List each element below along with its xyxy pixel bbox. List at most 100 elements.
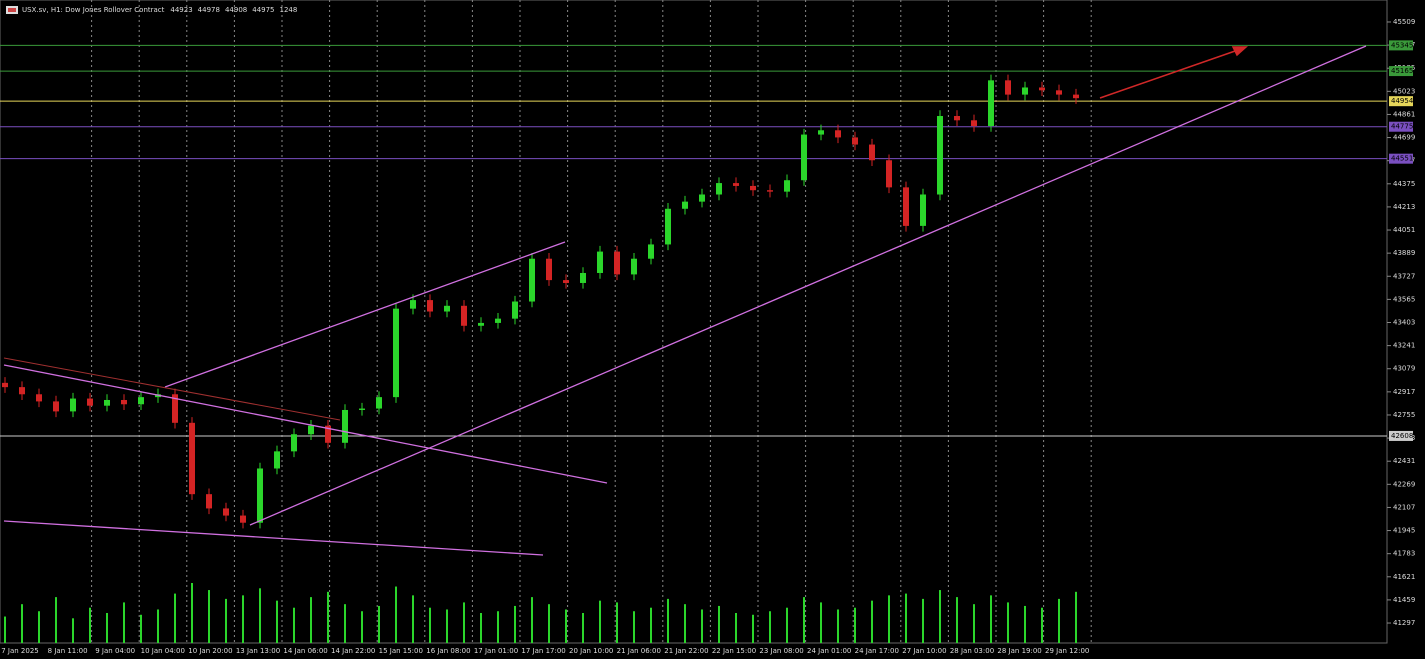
quote-value: 44978 [198, 6, 220, 14]
volume-bar [1007, 602, 1009, 643]
volume-bar [174, 593, 176, 643]
x-tick-label: 10 Jan 20:00 [188, 647, 232, 655]
y-tick-label: 41459 [1393, 596, 1415, 604]
volume-bar [208, 590, 210, 643]
candle-body [291, 434, 297, 452]
candle-body [716, 183, 722, 195]
volume-bar [650, 607, 652, 643]
x-tick-label: 28 Jan 19:00 [997, 647, 1041, 655]
candle-body [478, 322, 484, 326]
x-tick-label: 17 Jan 17:00 [521, 647, 565, 655]
candle-body [206, 494, 212, 509]
y-tick-label: 44375 [1393, 180, 1415, 188]
y-tick-label: 45023 [1393, 87, 1415, 95]
x-tick-label: 27 Jan 10:00 [902, 647, 946, 655]
chart-title: USX.sv, H1: Dow Jones Rollover Contract [22, 6, 165, 14]
volume-bar [684, 604, 686, 643]
quote: 44923 44978 44908 44975 1248 [170, 6, 297, 14]
level-label-box [1389, 40, 1413, 51]
candle-body [546, 258, 552, 281]
volume-bar [276, 600, 278, 643]
y-tick-label: 44213 [1393, 203, 1415, 211]
volume-bar [973, 604, 975, 643]
volume-bar [89, 607, 91, 643]
candle-body [971, 120, 977, 127]
candle-body [172, 394, 178, 423]
candle-body [308, 425, 314, 435]
candle-body [750, 185, 756, 191]
volume-bar [565, 609, 567, 643]
y-tick-label: 43241 [1393, 342, 1415, 350]
trendline [3, 357, 341, 421]
x-tick-label: 24 Jan 01:00 [807, 647, 851, 655]
y-tick-label: 43079 [1393, 365, 1415, 373]
x-tick-label: 7 Jan 2025 [1, 647, 39, 655]
candle-body [325, 425, 331, 443]
level-label-box [1389, 153, 1413, 164]
y-tick-label: 43889 [1393, 249, 1415, 257]
x-tick-label: 23 Jan 08:00 [759, 647, 803, 655]
x-tick-label: 17 Jan 01:00 [474, 647, 518, 655]
level-label: 42608 [1391, 432, 1413, 440]
volume-bar [412, 595, 414, 643]
candle-body [2, 382, 8, 388]
volume-bar [55, 597, 57, 643]
volume-bar [497, 611, 499, 643]
y-tick-label: 42269 [1393, 480, 1415, 488]
volume-bar [922, 598, 924, 643]
volume-bar [327, 591, 329, 643]
candle-body [495, 318, 501, 323]
volume-bar [803, 597, 805, 643]
volume-bar [4, 616, 6, 643]
x-tick-label: 9 Jan 04:00 [95, 647, 135, 655]
x-tick-label: 22 Jan 15:00 [712, 647, 756, 655]
trendline [249, 45, 1367, 526]
x-tick-label: 21 Jan 06:00 [617, 647, 661, 655]
volume-bar [718, 605, 720, 643]
candle-body [257, 468, 263, 523]
trendline [3, 364, 608, 484]
candle-body [614, 251, 620, 275]
quote-value: 44923 [170, 6, 192, 14]
volume-bar [888, 595, 890, 643]
quote-value: 1248 [280, 6, 298, 14]
candle-body [767, 190, 773, 192]
volume-bar [259, 588, 261, 643]
y-tick-label: 44699 [1393, 134, 1415, 142]
volume-bar [242, 595, 244, 643]
candle-body [53, 401, 59, 412]
y-tick-label: 43727 [1393, 272, 1415, 280]
x-tick-label: 16 Jan 08:00 [426, 647, 470, 655]
level-label: 44775 [1391, 123, 1413, 131]
plot-frame [0, 0, 1388, 644]
marks [2, 74, 1079, 643]
x-tick-label: 14 Jan 22:00 [331, 647, 375, 655]
y-tick-label: 42107 [1393, 503, 1415, 511]
level-label: 44954 [1391, 97, 1414, 105]
candle-body [512, 301, 518, 319]
volume-bar [38, 611, 40, 643]
level-label-box [1389, 66, 1413, 77]
candle-body [988, 80, 994, 127]
volume-bar [429, 607, 431, 643]
volume-bar [905, 593, 907, 643]
candle-body [376, 397, 382, 409]
volume-bar [735, 613, 737, 643]
symbol-icon [8, 8, 16, 12]
x-tick-label: 21 Jan 22:00 [664, 647, 708, 655]
y-tick-label: 45509 [1393, 18, 1415, 26]
y-tick-label: 43403 [1393, 318, 1415, 326]
volume-bar [837, 609, 839, 643]
y-tick-label: 41945 [1393, 527, 1415, 535]
candle-body [886, 160, 892, 188]
candle-body [1056, 90, 1062, 95]
volume-bar [769, 611, 771, 643]
candle-body [954, 116, 960, 121]
level-label-box [1389, 430, 1413, 441]
candle-body [937, 116, 943, 195]
candle-body [563, 280, 569, 283]
candle-body [1022, 87, 1028, 95]
y-tick-label: 42755 [1393, 411, 1415, 419]
quote-value: 44908 [225, 6, 247, 14]
volume-bar [752, 614, 754, 643]
